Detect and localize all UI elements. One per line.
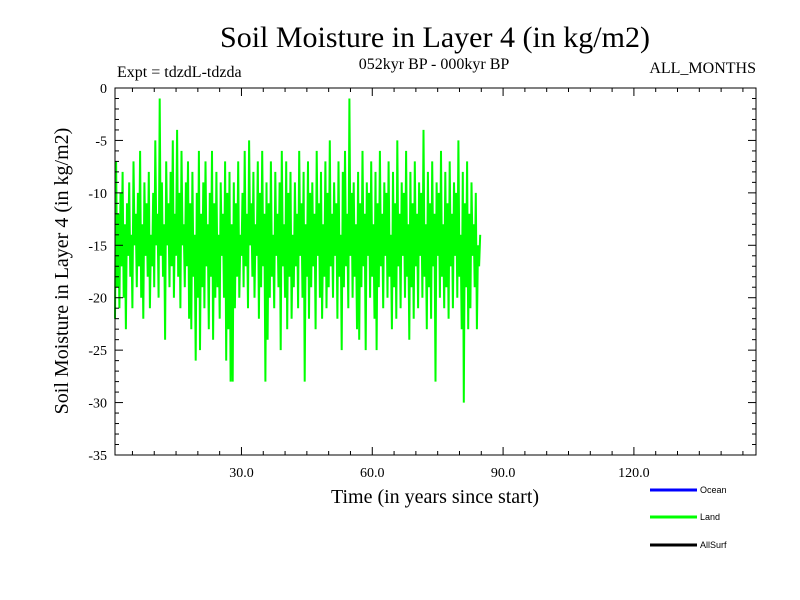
months-label: ALL_MONTHS	[649, 60, 756, 77]
x-tick-label: 30.0	[229, 466, 254, 481]
legend-label-allsurf: AllSurf	[700, 540, 727, 550]
chart-title: Soil Moisture in Layer 4 (in kg/m2)	[220, 21, 650, 54]
y-tick-label: -30	[88, 397, 107, 412]
legend-label-ocean: Ocean	[700, 485, 727, 495]
y-tick-label: -10	[88, 187, 107, 202]
y-tick-label: -15	[88, 239, 107, 254]
y-tick-label: -20	[88, 292, 107, 307]
plot-frame	[114, 87, 757, 456]
x-axis-label: Time (in years since start)	[331, 486, 539, 508]
axis-layer: 0 -5 -10 -15 -20 -25 -30 -35 30.0 60.0 90.0 120.0	[88, 82, 756, 481]
legend-label-land: Land	[700, 512, 720, 522]
legend: Ocean Land AllSurf	[650, 485, 727, 550]
x-tick-label: 120.0	[618, 466, 650, 481]
y-tick-label: -35	[88, 449, 107, 464]
y-tick-label: -25	[88, 344, 107, 359]
series-layer	[114, 98, 482, 403]
series-line-land	[114, 98, 482, 403]
y-tick-label: 0	[100, 82, 107, 97]
x-tick-label: 90.0	[491, 466, 516, 481]
experiment-label: Expt = tdzdL-tdzda	[117, 64, 242, 81]
y-tick-label: -5	[95, 134, 107, 149]
period-label: 052kyr BP - 000kyr BP	[359, 56, 510, 73]
y-axis-label: Soil Moisture in Layer 4 (in kg/m2)	[51, 128, 73, 415]
x-tick-label: 60.0	[360, 466, 385, 481]
